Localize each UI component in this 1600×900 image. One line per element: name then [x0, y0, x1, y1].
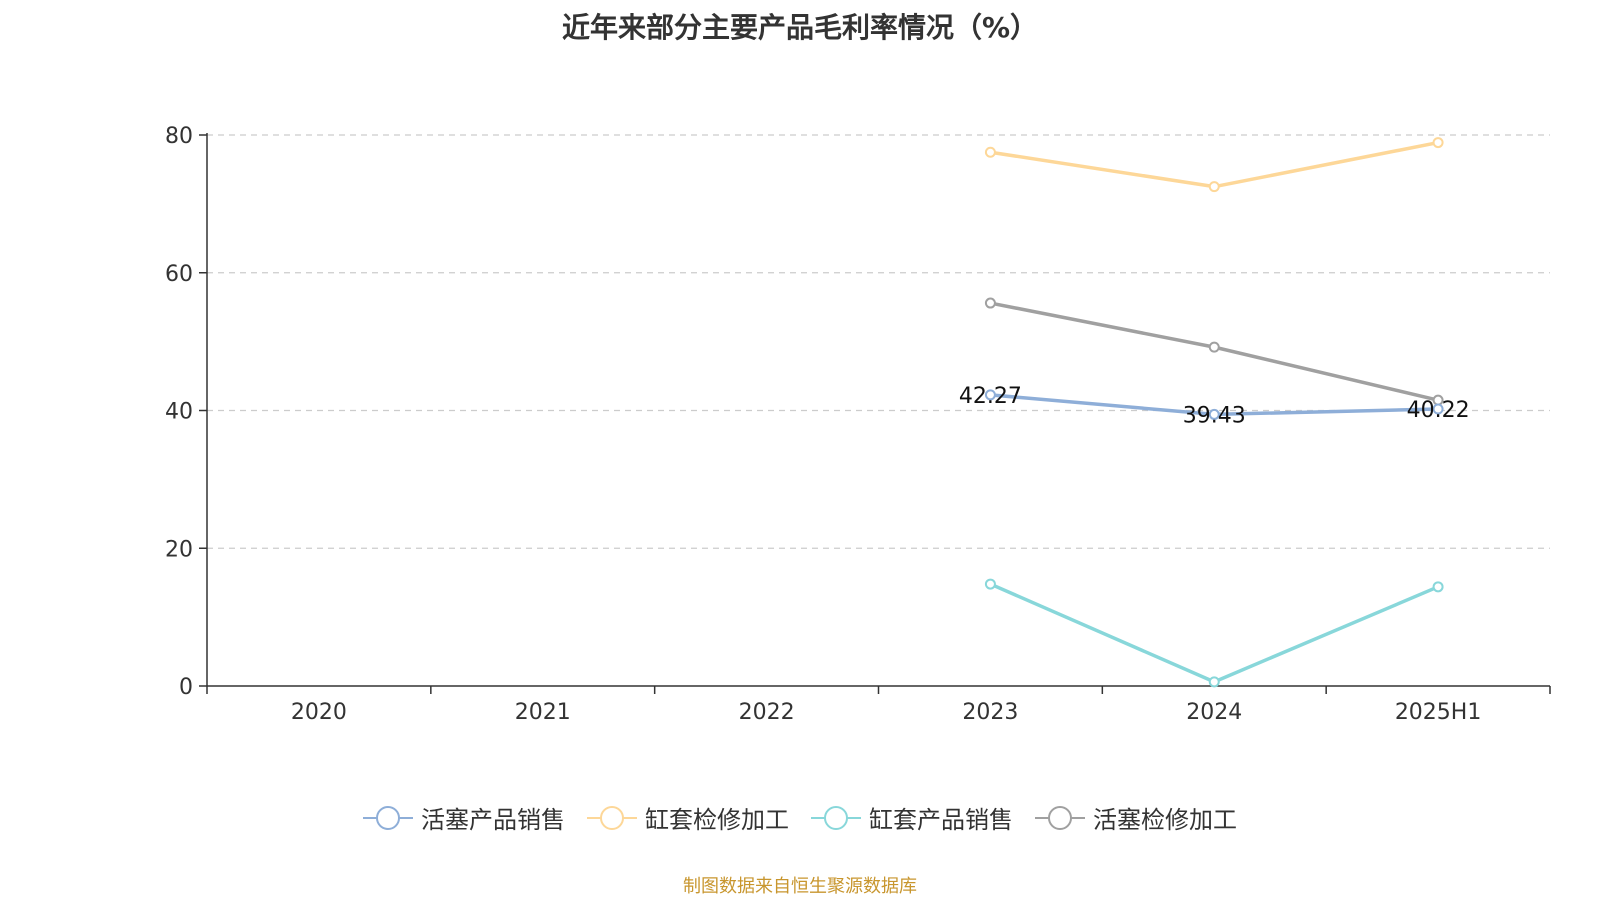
line-chart: 0 20 40 60 80 2020 2021 2022 2023 2024 2025H1 42.2… [165, 124, 1551, 725]
legend-label: 缸套检修加工 [645, 806, 789, 834]
data-labels: 42.27 39.43 40.22 [959, 384, 1470, 429]
data-label: 40.22 [1407, 398, 1470, 423]
axes: 0 20 40 60 80 2020 2021 2022 2023 2024 2025H1 [165, 124, 1551, 725]
y-tick-label: 40 [165, 400, 193, 425]
legend-item[interactable]: 缸套产品销售 [811, 800, 1013, 835]
legend-line-circle-icon [363, 805, 413, 830]
legend-label: 活塞产品销售 [421, 806, 565, 834]
data-point [1432, 403, 1444, 415]
y-tick-label: 20 [165, 537, 193, 562]
source-note: 制图数据来自恒生聚源数据库 [683, 876, 917, 897]
data-point [1432, 137, 1444, 149]
data-point [1432, 581, 1444, 593]
data-label: 42.27 [959, 384, 1022, 409]
legend-line-circle-icon [1035, 805, 1085, 830]
series-lines [984, 137, 1444, 688]
y-tick-label: 0 [179, 675, 193, 700]
chart-title: 近年来部分主要产品毛利率情况（%） [561, 11, 1039, 44]
x-tick-label: 2024 [1186, 700, 1242, 725]
data-label: 39.43 [1183, 403, 1246, 428]
legend-label: 缸套产品销售 [869, 806, 1013, 834]
x-tick-label: 2025H1 [1395, 700, 1482, 725]
series-line [989, 582, 1439, 684]
legend-item[interactable]: 活塞产品销售 [363, 800, 565, 835]
data-point [984, 578, 996, 590]
data-point [1208, 181, 1220, 193]
legend-label: 活塞检修加工 [1093, 806, 1237, 834]
data-point [1208, 341, 1220, 353]
gridlines [207, 134, 1550, 549]
x-tick-label: 2020 [291, 700, 347, 725]
y-tick-label: 80 [165, 124, 193, 149]
data-point [984, 297, 996, 309]
legend-item[interactable]: 活塞检修加工 [1035, 800, 1237, 835]
series-line [990, 140, 1439, 189]
y-tick-label: 60 [165, 262, 193, 287]
data-point [1208, 408, 1220, 420]
legend-line-circle-icon [587, 805, 637, 830]
data-point [984, 146, 996, 158]
data-point [1208, 676, 1220, 688]
legend: 活塞产品销售 缸套检修加工 缸套产品销售 活塞检修加工 [0, 800, 1600, 835]
x-tick-label: 2021 [515, 700, 571, 725]
data-point [984, 389, 996, 401]
x-tick-label: 2022 [739, 700, 795, 725]
legend-line-circle-icon [811, 805, 861, 830]
legend-item[interactable]: 缸套检修加工 [587, 800, 789, 835]
x-tick-label: 2023 [962, 700, 1018, 725]
